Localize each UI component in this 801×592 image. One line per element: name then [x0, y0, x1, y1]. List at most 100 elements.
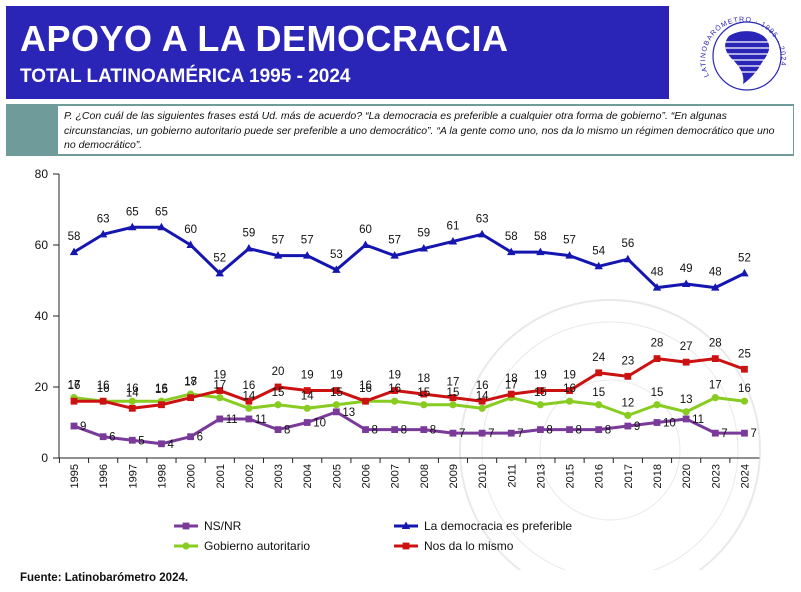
- x-tick-label: 2009: [448, 464, 460, 488]
- data-label-nsnr: 10: [313, 418, 326, 430]
- data-label-democracia: 59: [417, 228, 430, 240]
- x-tick-label: 2013: [535, 464, 547, 488]
- data-label-autoritario: 14: [476, 390, 489, 402]
- data-point-democracia: [215, 268, 224, 277]
- x-tick-label: 1995: [69, 464, 81, 488]
- data-label-autoritario: 16: [563, 383, 576, 395]
- data-point-democracia: [273, 251, 283, 259]
- y-tick-label: 40: [35, 309, 49, 323]
- data-point-autoritario: [449, 401, 457, 409]
- data-point-nsnr: [507, 429, 515, 437]
- data-point-democracia: [740, 268, 749, 277]
- page-subtitle: TOTAL LATINOAMÉRICA 1995 - 2024: [20, 66, 351, 87]
- data-point-democracia: [681, 279, 691, 288]
- series-layer: [69, 222, 749, 448]
- legend-item-autoritario: Gobierno autoritario: [174, 539, 310, 553]
- data-point-democracia: [419, 244, 428, 252]
- data-label-nsnr: 7: [721, 428, 727, 440]
- question-bar: P. ¿Con cuál de las siguientes frases es…: [6, 104, 794, 156]
- data-point-democracia: [303, 251, 312, 259]
- data-point-autoritario: [274, 401, 282, 409]
- data-point-nos_da: [682, 358, 690, 366]
- data-label-nsnr: 9: [80, 421, 86, 433]
- data-label-nos_da: 17: [447, 377, 460, 389]
- data-label-nos_da: 19: [563, 370, 576, 382]
- data-point-democracia: [69, 247, 79, 256]
- data-label-democracia: 56: [621, 238, 634, 250]
- data-label-nsnr: 8: [401, 425, 407, 437]
- data-label-nos_da: 20: [272, 366, 285, 378]
- data-point-autoritario: [216, 394, 224, 402]
- data-label-democracia: 57: [563, 235, 576, 247]
- data-point-nsnr: [216, 415, 224, 423]
- data-point-nos_da: [420, 390, 428, 398]
- data-point-democracia: [594, 261, 603, 270]
- x-tick-label: 2004: [302, 464, 314, 488]
- data-label-nos_da: 18: [417, 373, 430, 385]
- x-tick-label: 2008: [419, 464, 431, 488]
- data-label-nos_da: 19: [388, 370, 401, 382]
- data-point-nsnr: [245, 415, 253, 423]
- data-label-nos_da: 16: [476, 380, 489, 392]
- data-point-autoritario: [536, 401, 545, 409]
- data-point-democracia: [98, 229, 108, 238]
- data-point-autoritario: [711, 394, 719, 402]
- data-label-nos_da: 19: [301, 370, 314, 382]
- legend-label: La democracia es preferible: [424, 519, 572, 533]
- data-point-autoritario: [245, 404, 253, 412]
- data-label-autoritario: 15: [447, 387, 460, 399]
- data-point-autoritario: [391, 397, 399, 405]
- data-point-nos_da: [653, 355, 661, 362]
- data-label-autoritario: 16: [738, 383, 751, 395]
- y-tick-label: 60: [35, 238, 49, 252]
- data-label-autoritario: 16: [155, 383, 168, 395]
- data-point-democracia: [157, 222, 166, 231]
- data-point-nos_da: [216, 387, 224, 394]
- data-point-democracia: [652, 283, 662, 291]
- data-label-nos_da: 23: [621, 355, 634, 367]
- data-point-autoritario: [332, 401, 340, 409]
- data-label-nsnr: 13: [342, 407, 355, 419]
- data-label-autoritario: 16: [388, 383, 401, 395]
- data-label-autoritario: 14: [243, 390, 256, 402]
- data-point-nos_da: [507, 390, 515, 398]
- data-point-autoritario: [128, 397, 136, 405]
- chart-legend: NS/NR La democracia es preferible Gobierno…: [174, 519, 572, 553]
- data-label-democracia: 65: [126, 206, 139, 218]
- x-tick-label: 2006: [361, 464, 373, 488]
- data-point-nos_da: [566, 387, 573, 394]
- question-box: P. ¿Con cuál de las siguientes frases es…: [58, 106, 793, 154]
- x-tick-label: 2020: [681, 464, 693, 488]
- data-point-autoritario: [653, 401, 661, 409]
- data-label-democracia: 61: [447, 220, 460, 232]
- data-label-democracia: 59: [243, 228, 256, 240]
- data-label-nsnr: 11: [692, 414, 704, 426]
- data-label-democracia: 57: [272, 235, 285, 247]
- series-nsnr: [70, 408, 748, 448]
- data-label-democracia: 58: [68, 231, 81, 243]
- data-point-nos_da: [332, 387, 340, 394]
- data-label-nsnr: 8: [430, 425, 436, 437]
- data-point-nsnr: [99, 433, 107, 441]
- x-tick-label: 2018: [652, 464, 664, 488]
- data-label-democracia: 48: [709, 267, 722, 279]
- data-point-democracia: [536, 247, 545, 256]
- data-label-nos_da: 16: [97, 380, 110, 392]
- data-label-nsnr: 6: [197, 432, 203, 444]
- data-point-democracia: [565, 251, 574, 259]
- data-point-nsnr: [362, 426, 369, 433]
- data-point-nos_da: [537, 387, 544, 394]
- data-point-nsnr: [332, 408, 340, 416]
- data-point-nos_da: [624, 372, 632, 380]
- data-label-nsnr: 8: [576, 425, 582, 437]
- data-label-nos_da: 16: [359, 380, 372, 392]
- data-label-autoritario: 15: [272, 387, 285, 399]
- data-label-nos_da: 19: [213, 370, 226, 382]
- data-point-nsnr: [653, 419, 661, 426]
- data-label-nos_da: 17: [184, 377, 197, 389]
- data-point-democracia: [244, 244, 254, 252]
- data-label-nos_da: 19: [330, 370, 343, 382]
- data-point-nos_da: [245, 397, 253, 405]
- data-point-nsnr: [478, 429, 486, 437]
